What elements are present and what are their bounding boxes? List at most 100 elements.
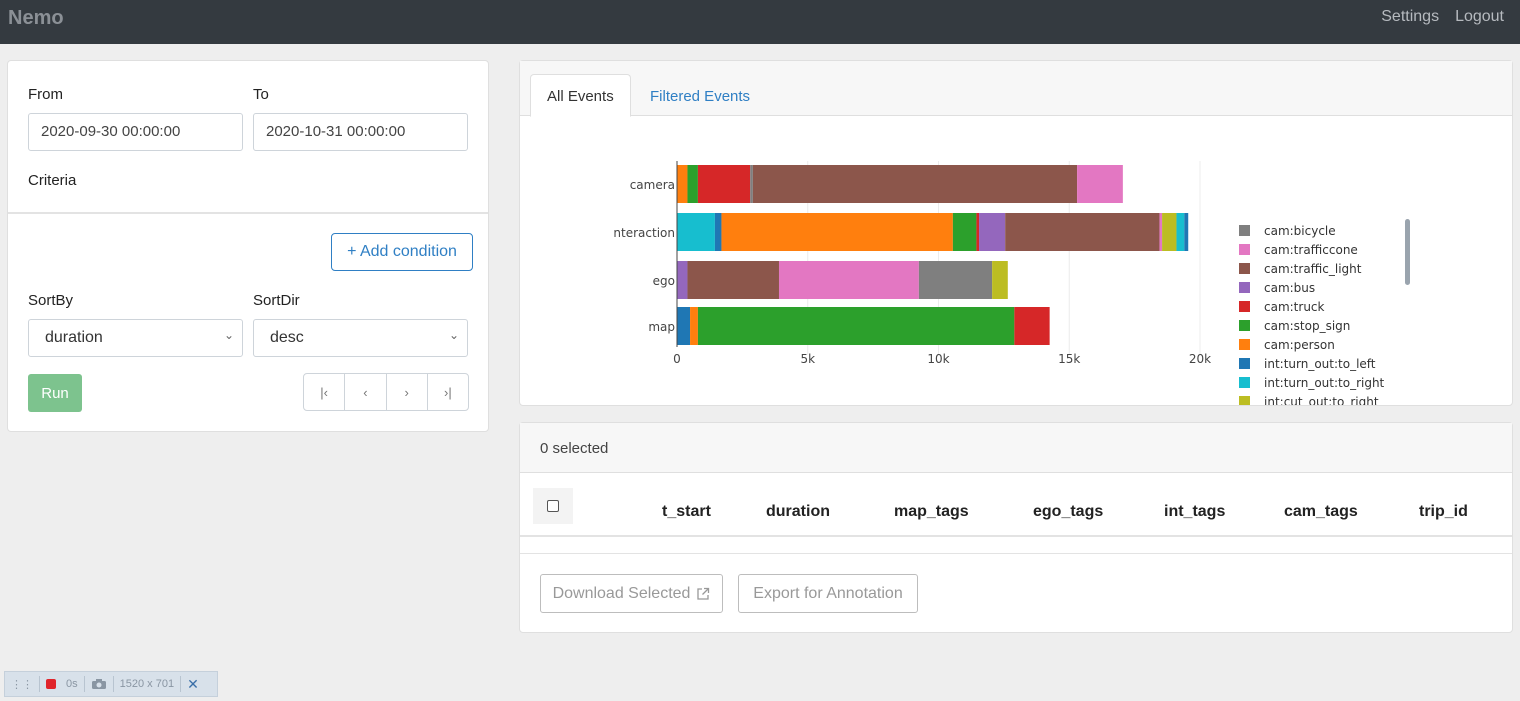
bar-segment bbox=[697, 307, 1015, 345]
bar-segment bbox=[677, 307, 691, 345]
col-duration[interactable]: duration bbox=[766, 503, 830, 520]
tab-filtered-events[interactable]: Filtered Events bbox=[650, 88, 751, 105]
x-tick-label: 15k bbox=[1058, 352, 1080, 366]
bar-segment bbox=[1077, 165, 1123, 203]
y-tick-label: map bbox=[648, 320, 675, 334]
next-page-button[interactable]: › bbox=[387, 374, 428, 410]
legend-label: cam:bus bbox=[1264, 281, 1315, 295]
col-cam-tags[interactable]: cam_tags bbox=[1284, 503, 1358, 520]
events-table-card: 0 selected t_start duration map_tags ego… bbox=[519, 422, 1513, 633]
col-t-start[interactable]: t_start bbox=[662, 503, 711, 520]
bar-segment bbox=[677, 261, 688, 299]
bar-segment bbox=[687, 261, 779, 299]
camera-icon[interactable] bbox=[85, 676, 114, 692]
legend-label: cam:person bbox=[1264, 338, 1335, 352]
select-all-checkbox[interactable] bbox=[547, 500, 559, 512]
x-tick-label: 10k bbox=[927, 352, 949, 366]
bar-segment bbox=[1176, 213, 1185, 251]
legend-label: cam:traffic_light bbox=[1264, 262, 1362, 276]
legend-scrollbar bbox=[1405, 219, 1410, 285]
legend-label: cam:bicycle bbox=[1264, 224, 1336, 238]
sortdir-select[interactable]: desc ⌄ bbox=[253, 319, 468, 357]
to-label: To bbox=[253, 86, 269, 103]
legend-swatch bbox=[1239, 225, 1250, 236]
bar-segment bbox=[1159, 213, 1163, 251]
sortby-value: duration bbox=[45, 329, 103, 346]
bar-segment bbox=[1014, 307, 1050, 345]
prev-page-button[interactable]: ‹ bbox=[345, 374, 387, 410]
sortdir-value: desc bbox=[270, 329, 304, 346]
col-ego-tags[interactable]: ego_tags bbox=[1033, 503, 1104, 520]
chart-tabs: All Events Filtered Events bbox=[520, 61, 1512, 117]
legend-swatch bbox=[1239, 301, 1250, 312]
form-divider bbox=[8, 212, 488, 214]
x-tick-label: 5k bbox=[800, 352, 815, 366]
bar-segment bbox=[952, 213, 977, 251]
bar-segment bbox=[690, 307, 698, 345]
table-header: t_start duration map_tags ego_tags int_t… bbox=[520, 473, 1512, 537]
legend-label: int:turn_out:to_left bbox=[1264, 357, 1376, 371]
legend-swatch bbox=[1239, 377, 1250, 388]
nav-links: Settings Logout bbox=[1381, 8, 1504, 26]
select-all-cell[interactable] bbox=[533, 488, 573, 524]
col-trip-id[interactable]: trip_id bbox=[1419, 503, 1468, 520]
recording-time: 0s bbox=[66, 678, 78, 690]
legend-label: cam:truck bbox=[1264, 300, 1325, 314]
add-condition-button[interactable]: + Add condition bbox=[331, 233, 473, 271]
bar-segment bbox=[1184, 213, 1189, 251]
bar-segment bbox=[750, 165, 753, 203]
selection-count: 0 selected bbox=[520, 423, 1512, 473]
legend-label: cam:stop_sign bbox=[1264, 319, 1350, 333]
legend-swatch bbox=[1239, 263, 1250, 274]
to-date-input[interactable]: 2020-10-31 00:00:00 bbox=[253, 113, 468, 151]
tab-all-events[interactable]: All Events bbox=[530, 74, 631, 117]
logout-link[interactable]: Logout bbox=[1455, 8, 1504, 25]
bar-segment bbox=[677, 213, 715, 251]
col-int-tags[interactable]: int_tags bbox=[1164, 503, 1226, 520]
drag-handle-icon[interactable]: ⋮⋮ bbox=[5, 676, 40, 692]
external-link-icon bbox=[697, 587, 710, 600]
chevron-down-icon: ⌄ bbox=[448, 328, 459, 342]
legend-swatch bbox=[1239, 358, 1250, 369]
settings-link[interactable]: Settings bbox=[1381, 8, 1440, 25]
criteria-label: Criteria bbox=[28, 172, 77, 189]
legend-swatch bbox=[1239, 244, 1250, 255]
close-icon[interactable]: ✕ bbox=[187, 675, 199, 692]
download-selected-label: Download Selected bbox=[552, 584, 691, 602]
query-form-card: From To 2020-09-30 00:00:00 2020-10-31 0… bbox=[7, 60, 489, 432]
bar-segment bbox=[918, 261, 993, 299]
events-bar-chart: camera nteraction ego map 0 5k 10k 15k 20k cam:bi… bbox=[613, 161, 1410, 405]
last-page-button[interactable]: ›| bbox=[444, 384, 452, 400]
x-tick-label: 0 bbox=[673, 352, 681, 366]
first-page-button[interactable]: |‹ bbox=[304, 374, 346, 410]
x-tick-label: 20k bbox=[1189, 352, 1211, 366]
bar-segment bbox=[697, 165, 751, 203]
legend-swatch bbox=[1239, 339, 1250, 350]
download-selected-button[interactable]: Download Selected bbox=[540, 574, 723, 613]
bar-segment bbox=[1005, 213, 1160, 251]
pagination: |‹ ‹ › ›| bbox=[303, 373, 469, 411]
brand-logo[interactable]: Nemo bbox=[8, 7, 64, 29]
chart-card: All Events Filtered Events camera nteract… bbox=[519, 60, 1513, 406]
record-stop-button[interactable]: 0s bbox=[40, 676, 85, 692]
stop-icon bbox=[46, 679, 56, 689]
from-date-input[interactable]: 2020-09-30 00:00:00 bbox=[28, 113, 243, 151]
from-label: From bbox=[28, 86, 63, 103]
recorder-toolbar: ⋮⋮ 0s 1520 x 701 ✕ bbox=[4, 671, 218, 697]
sortby-label: SortBy bbox=[28, 292, 74, 309]
y-tick-label: camera bbox=[630, 178, 675, 192]
sortdir-label: SortDir bbox=[253, 292, 300, 309]
sortby-select[interactable]: duration ⌄ bbox=[28, 319, 243, 357]
bar-segment bbox=[714, 213, 722, 251]
y-tick-label: ego bbox=[653, 274, 675, 288]
bar-segment bbox=[752, 165, 1078, 203]
export-annotation-button[interactable]: Export for Annotation bbox=[738, 574, 918, 613]
table-footer-divider bbox=[520, 553, 1512, 554]
chevron-down-icon: ⌄ bbox=[223, 328, 234, 342]
bar-segment bbox=[1162, 213, 1177, 251]
legend-label: int:cut_out:to_right bbox=[1264, 395, 1379, 405]
bar-segment bbox=[979, 213, 1006, 251]
col-map-tags[interactable]: map_tags bbox=[894, 503, 969, 520]
bar-segment bbox=[687, 165, 698, 203]
run-button[interactable]: Run bbox=[28, 374, 82, 412]
